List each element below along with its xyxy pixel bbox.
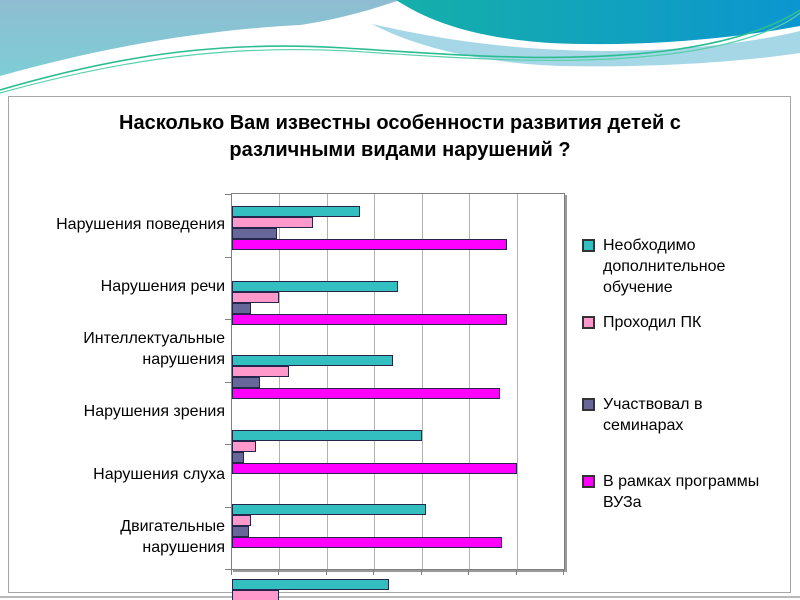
chart-legend: Необходимо дополнительное обучение Проход… [582,193,794,513]
accent-curve-line-2 [0,12,800,94]
legend-swatch [582,398,595,411]
category-label-text: Нарушения поведения [56,215,225,233]
x-axis-tick [420,569,422,575]
x-axis-tick [278,569,280,575]
legend-item: Участвовал в семинарах [582,394,794,436]
legend-item: Проходил ПК [582,312,794,333]
gridline [516,194,518,569]
category-bars-row [232,355,564,418]
category-bars-row [232,206,564,269]
x-axis-tick [468,569,470,575]
category-label: Нарушения речи [55,256,225,319]
x-axis-tick [325,569,327,575]
legend-label: Участвовал в семинарах [603,396,703,434]
bar-Проходил ПК [232,217,313,228]
category-label-text: Нарушения речи [100,278,225,296]
y-axis-tick [225,194,232,195]
bar-В рамках программы ВУЗа [232,462,517,474]
x-axis-tick [373,569,375,575]
gridline [374,194,376,569]
y-axis-tick [225,569,232,570]
bar-Необходимо дополнительное обучение [232,280,398,292]
bar-Необходимо дополнительное обучение [232,355,394,366]
legend-swatch [582,316,595,329]
y-axis-tick [225,256,232,258]
category-label-text: Двигательные нарушения [120,517,225,556]
bar-Проходил ПК [232,515,251,526]
bar-Участвовал в семинарах [232,526,249,537]
legend-swatch [582,475,595,488]
y-axis-tick [225,381,232,383]
legend-label: В рамках программы ВУЗа [603,473,760,511]
top-wave-decoration [0,0,800,96]
category-label: Интеллектуальные нарушения [55,318,225,381]
category-label: Нарушения поведения [55,193,225,256]
bar-Участвовал в семинарах [232,228,278,239]
bar-Необходимо дополнительное обучение [232,578,389,590]
y-axis-tick [225,319,232,320]
category-label-text: Интеллектуальные нарушения [83,330,225,369]
category-bars-row [232,429,564,493]
bar-Проходил ПК [232,291,280,303]
x-axis-tick [515,569,517,575]
x-axis-tick [563,569,564,575]
gridline [279,194,281,569]
x-axis-tick [231,569,232,575]
category-label-text: Нарушения слуха [93,465,225,483]
category-bars-row [232,504,564,567]
category-axis-labels: Нарушения поведения Нарушения речи Интелле… [55,193,225,568]
category-label: Нарушения зрения [55,381,225,444]
plot-area [225,193,565,600]
bar-Проходил ПК [232,366,289,377]
gridline [326,194,328,569]
bar-Необходимо дополнительное обучение [232,429,422,441]
bar-В рамках программы ВУЗа [232,537,503,548]
chart-title: Насколько Вам известны особенности разви… [119,112,681,161]
bar-Проходил ПК [232,589,280,600]
bar-Необходимо дополнительное обучение [232,206,361,217]
category-label-text: Нарушения зрения [83,403,225,421]
bar-В рамках программы ВУЗа [232,313,508,325]
bar-В рамках программы ВУЗа [232,388,500,399]
accent-curve-line [0,9,800,91]
category-label: Двигательные нарушения [55,506,225,569]
bar-Участвовал в семинарах [232,451,244,463]
legend-item: Необходимо дополнительное обучение [582,235,794,298]
category-bars-row [232,280,564,344]
category-label: Нарушения слуха [55,443,225,506]
bar-Участвовал в семинарах [232,377,261,388]
y-axis-tick [225,444,232,445]
legend-label: Необходимо дополнительное обучение [603,237,726,296]
y-axis-tick [225,506,232,508]
dark-teal-wave [396,0,800,45]
slide-bottom-rule [0,596,800,598]
bar-Проходил ПК [232,440,256,452]
category-bars-row [232,578,564,600]
gridline [469,194,471,569]
legend-swatch [582,239,595,252]
legend-item: В рамках программы ВУЗа [582,471,794,513]
gridline [421,194,423,569]
legend-label: Проходил ПК [603,314,702,331]
bar-Участвовал в семинарах [232,302,251,314]
bar-Необходимо дополнительное обучение [232,504,427,515]
bar-В рамках программы ВУЗа [232,239,508,250]
